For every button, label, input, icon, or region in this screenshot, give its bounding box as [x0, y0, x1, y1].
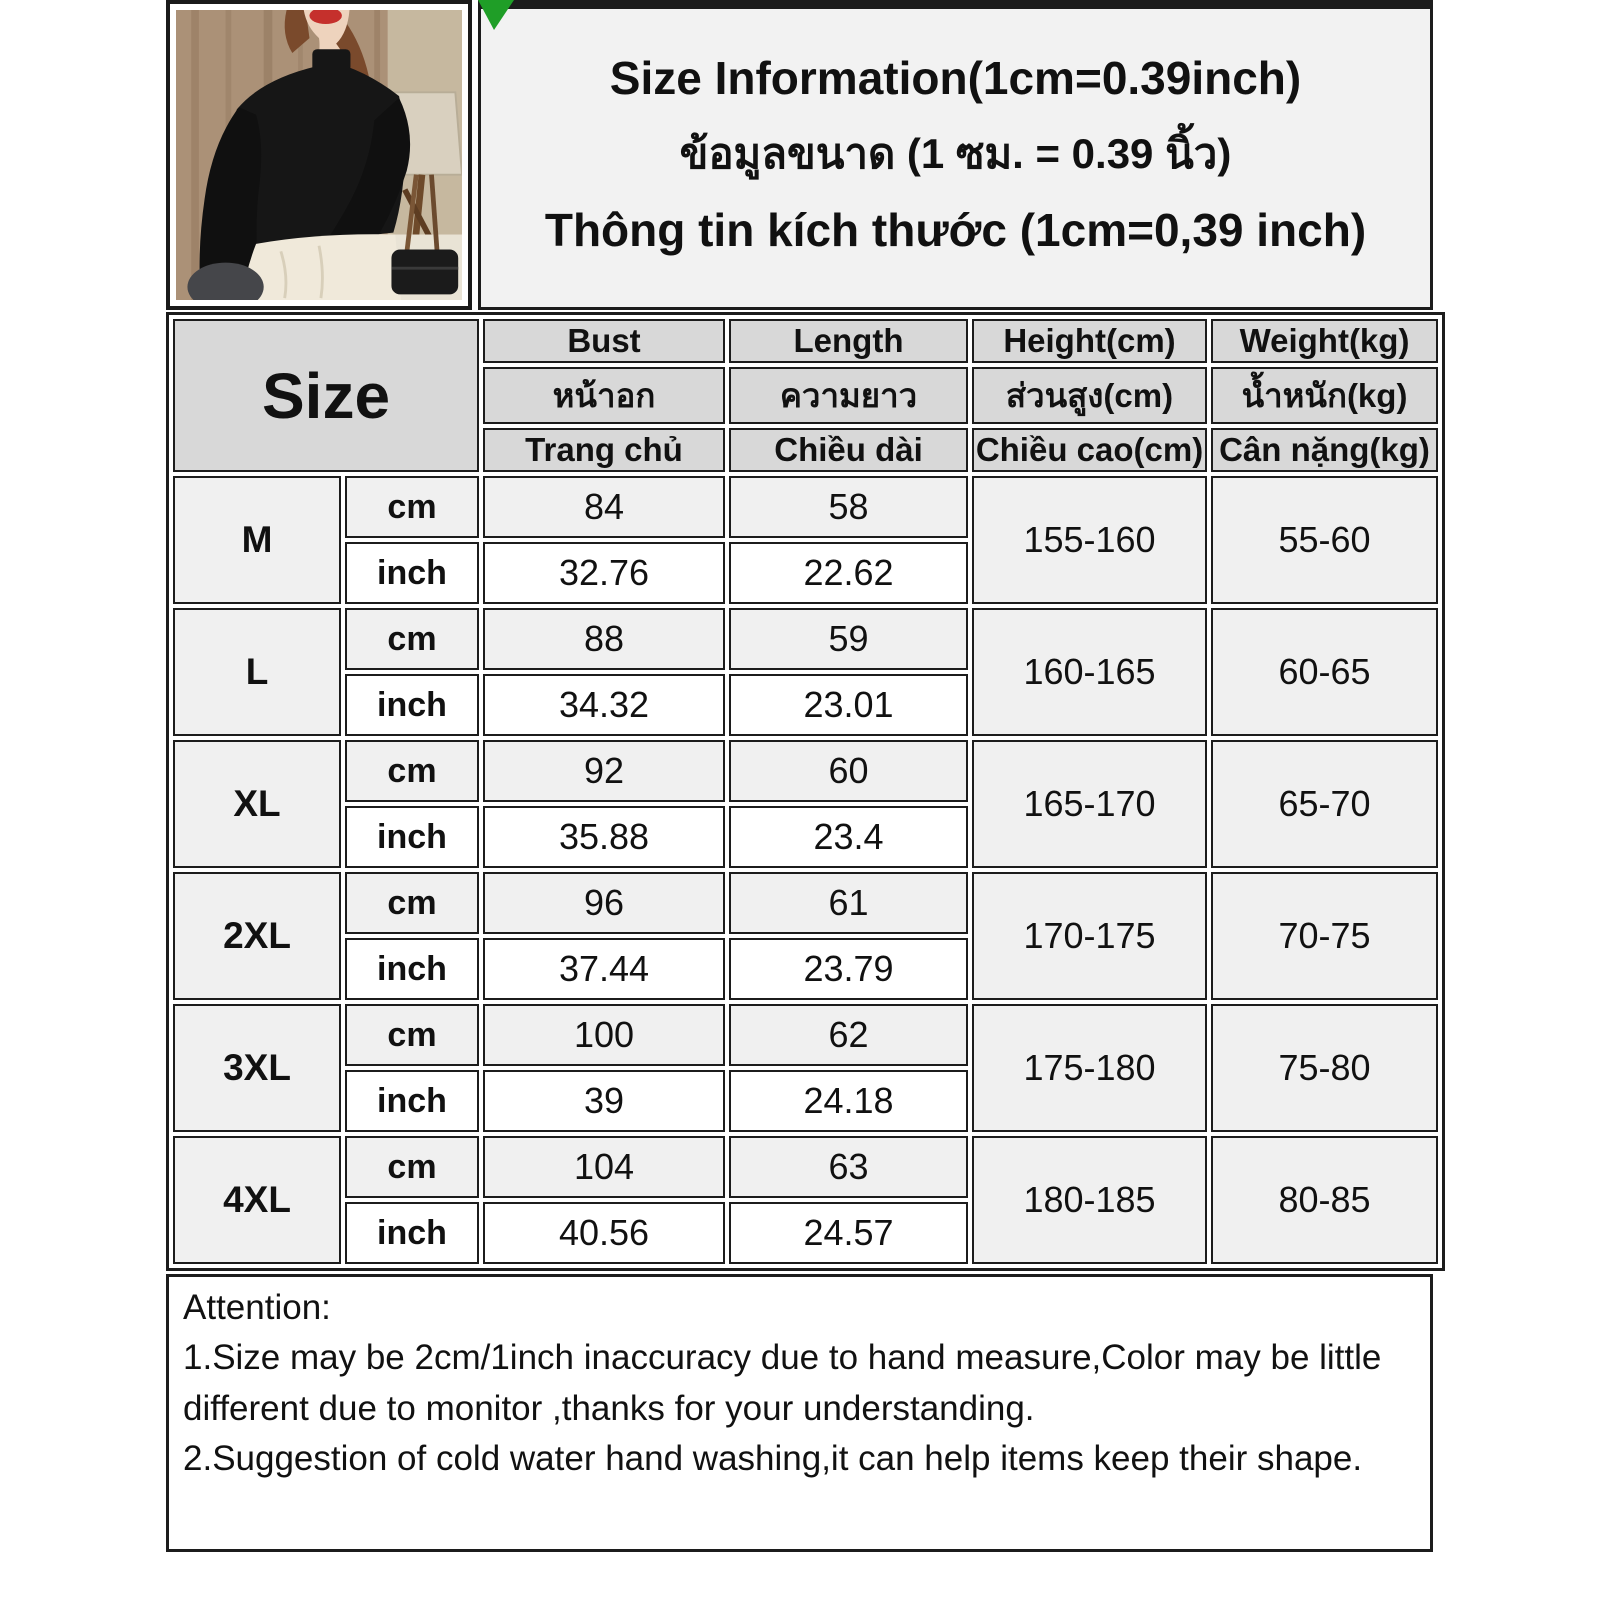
- col-length-th: ความยาว: [729, 367, 968, 424]
- title-panel: Size Information(1cm=0.39inch) ข้อมูลขนา…: [478, 0, 1433, 310]
- height-range-cell: 180-185: [972, 1136, 1207, 1264]
- col-bust-vi: Trang chủ: [483, 428, 725, 472]
- row-m-inch: inch 32.76 22.62: [173, 542, 1438, 604]
- col-weight-en: Weight(kg): [1211, 319, 1438, 363]
- attention-note-1: 1.Size may be 2cm/1inch inaccuracy due t…: [183, 1338, 1382, 1428]
- length-inch-value: 24.18: [729, 1070, 968, 1132]
- title-vietnamese: Thông tin kích thước (1cm=0,39 inch): [544, 204, 1367, 256]
- title-thai: ข้อมูลขนาด (1 ซม. = 0.39 นิ้ว): [679, 130, 1232, 177]
- unit-cell: inch: [345, 1070, 479, 1132]
- row-3xl-inch: inch 39 24.18: [173, 1070, 1438, 1132]
- top-row: Size Information(1cm=0.39inch) ข้อมูลขนา…: [166, 0, 1433, 310]
- row-3xl-cm: 3XL cm 100 62 175-180 75-80: [173, 1004, 1438, 1132]
- row-xl-cm: XL cm 92 60 165-170 65-70: [173, 740, 1438, 868]
- bust-inch-value: 35.88: [483, 806, 725, 868]
- size-label-cell: 3XL: [173, 1004, 341, 1132]
- size-label-cell: 4XL: [173, 1136, 341, 1264]
- size-chart-content: Size Information(1cm=0.39inch) ข้อมูลขนา…: [166, 0, 1445, 1552]
- length-inch-value: 23.79: [729, 938, 968, 1000]
- col-height-en: Height(cm): [972, 319, 1207, 363]
- length-cm-value: 63: [729, 1136, 968, 1198]
- bust-inch-value: 34.32: [483, 674, 725, 736]
- bust-inch-value: 39: [483, 1070, 725, 1132]
- weight-range-cell: 55-60: [1211, 476, 1438, 604]
- row-2xl-inch: inch 37.44 23.79: [173, 938, 1438, 1000]
- length-cm-value: 62: [729, 1004, 968, 1066]
- height-range-cell: 165-170: [972, 740, 1207, 868]
- size-label-cell: M: [173, 476, 341, 604]
- attention-note-2: 2.Suggestion of cold water hand washing,…: [183, 1439, 1363, 1479]
- bust-cm-value: 96: [483, 872, 725, 934]
- bust-cm-value: 92: [483, 740, 725, 802]
- weight-range-cell: 75-80: [1211, 1004, 1438, 1132]
- height-range-cell: 175-180: [972, 1004, 1207, 1132]
- unit-cell: cm: [345, 1004, 479, 1066]
- col-height-vi: Chiều cao(cm): [972, 428, 1207, 472]
- col-weight-th: น้ำหนัก(kg): [1211, 367, 1438, 424]
- weight-range-cell: 60-65: [1211, 608, 1438, 736]
- attention-heading: Attention:: [183, 1288, 331, 1327]
- length-inch-value: 23.01: [729, 674, 968, 736]
- length-cm-value: 60: [729, 740, 968, 802]
- col-height-th: ส่วนสูง(cm): [972, 367, 1207, 424]
- row-l-cm: L cm 88 59 160-165 60-65: [173, 608, 1438, 736]
- unit-cell: inch: [345, 938, 479, 1000]
- size-label-cell: L: [173, 608, 341, 736]
- size-table: Size Bust Length Height(cm) Weight(kg) ห…: [166, 312, 1445, 1271]
- bust-cm-value: 84: [483, 476, 725, 538]
- bust-cm-value: 104: [483, 1136, 725, 1198]
- bust-inch-value: 32.76: [483, 542, 725, 604]
- height-range-cell: 170-175: [972, 872, 1207, 1000]
- header-row-en: Size Bust Length Height(cm) Weight(kg): [173, 319, 1438, 472]
- unit-cell: cm: [345, 740, 479, 802]
- size-label-cell: 2XL: [173, 872, 341, 1000]
- row-4xl-cm: 4XL cm 104 63 180-185 80-85: [173, 1136, 1438, 1264]
- length-inch-value: 24.57: [729, 1202, 968, 1264]
- green-corner-icon: [478, 0, 514, 30]
- col-bust-en: Bust: [483, 319, 725, 363]
- product-photo-illustration: [176, 10, 462, 300]
- unit-cell: cm: [345, 608, 479, 670]
- unit-cell: inch: [345, 542, 479, 604]
- bust-cm-value: 88: [483, 608, 725, 670]
- row-2xl-cm: 2XL cm 96 61 170-175 70-75: [173, 872, 1438, 1000]
- bust-inch-value: 40.56: [483, 1202, 725, 1264]
- height-range-cell: 155-160: [972, 476, 1207, 604]
- size-header-cell: Size: [173, 319, 479, 472]
- col-weight-vi: Cân nặng(kg): [1211, 428, 1438, 472]
- weight-range-cell: 65-70: [1211, 740, 1438, 868]
- row-xl-inch: inch 35.88 23.4: [173, 806, 1438, 868]
- length-cm-value: 61: [729, 872, 968, 934]
- unit-cell: cm: [345, 476, 479, 538]
- row-m-cm: M cm 84 58 155-160 55-60: [173, 476, 1438, 604]
- col-length-vi: Chiều dài: [729, 428, 968, 472]
- header-row-vi: Trang chủ Chiều dài Chiều cao(cm) Cân nặ…: [173, 428, 1438, 472]
- size-label-cell: XL: [173, 740, 341, 868]
- length-cm-value: 58: [729, 476, 968, 538]
- length-cm-value: 59: [729, 608, 968, 670]
- bust-inch-value: 37.44: [483, 938, 725, 1000]
- unit-cell: inch: [345, 806, 479, 868]
- unit-cell: cm: [345, 1136, 479, 1198]
- weight-range-cell: 80-85: [1211, 1136, 1438, 1264]
- attention-box: Attention: 1.Size may be 2cm/1inch inacc…: [166, 1274, 1433, 1552]
- unit-cell: inch: [345, 674, 479, 736]
- product-photo: [166, 0, 472, 310]
- height-range-cell: 160-165: [972, 608, 1207, 736]
- unit-cell: inch: [345, 1202, 479, 1264]
- title-english: Size Information(1cm=0.39inch): [609, 52, 1302, 104]
- bust-cm-value: 100: [483, 1004, 725, 1066]
- row-4xl-inch: inch 40.56 24.57: [173, 1202, 1438, 1264]
- col-length-en: Length: [729, 319, 968, 363]
- length-inch-value: 22.62: [729, 542, 968, 604]
- row-l-inch: inch 34.32 23.01: [173, 674, 1438, 736]
- col-bust-th: หน้าอก: [483, 367, 725, 424]
- unit-cell: cm: [345, 872, 479, 934]
- header-row-th: หน้าอก ความยาว ส่วนสูง(cm) น้ำหนัก(kg): [173, 367, 1438, 424]
- weight-range-cell: 70-75: [1211, 872, 1438, 1000]
- length-inch-value: 23.4: [729, 806, 968, 868]
